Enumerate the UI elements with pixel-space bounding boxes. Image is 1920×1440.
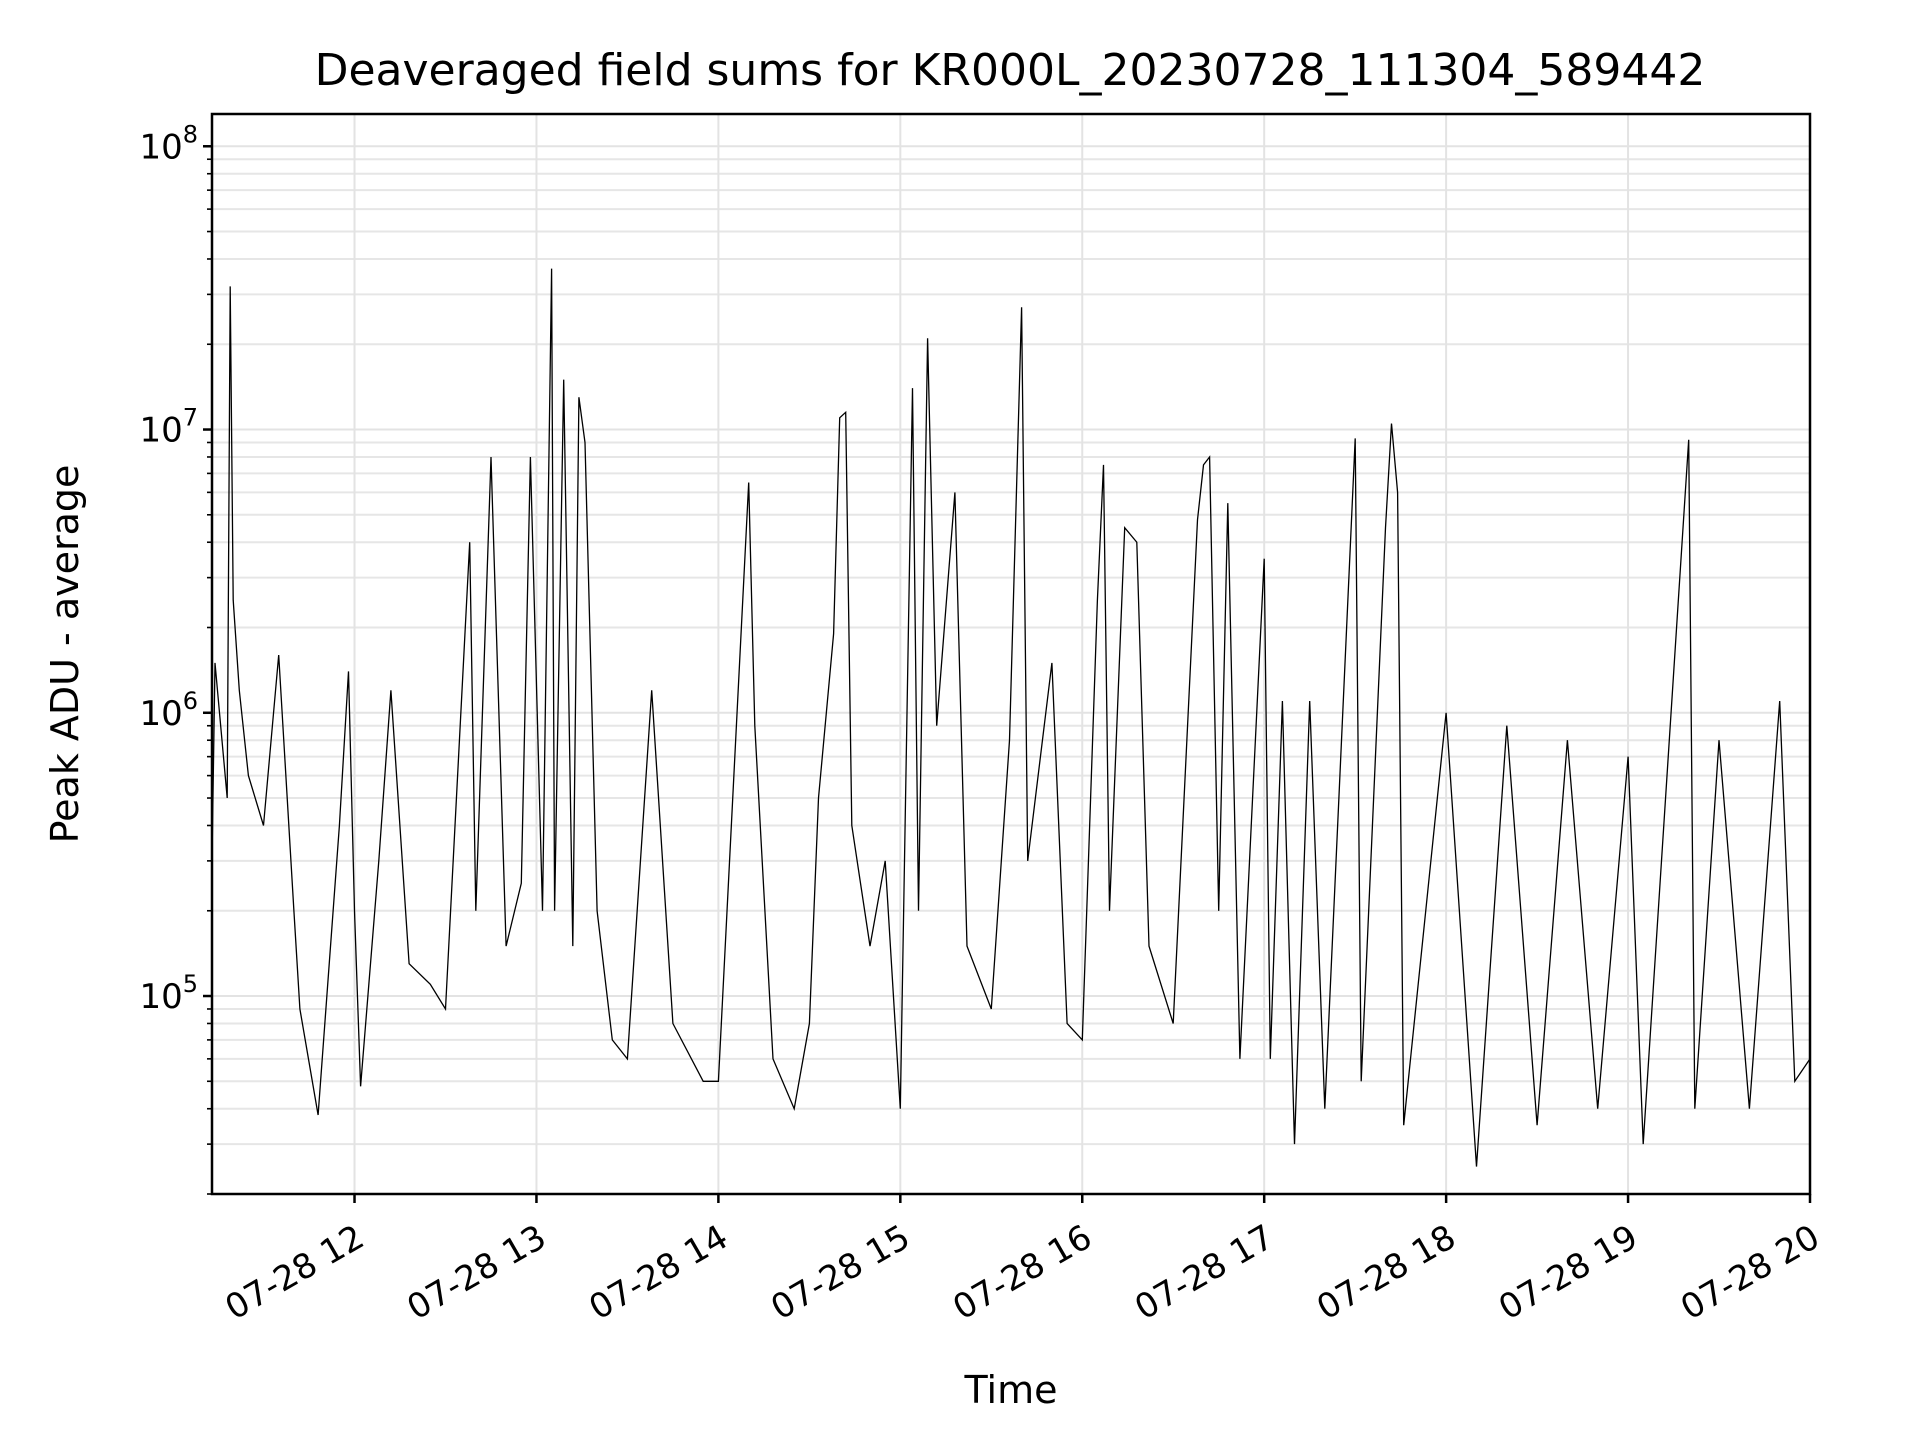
y-tick-exponent: 7 bbox=[183, 404, 198, 432]
y-tick-exponent: 6 bbox=[183, 687, 198, 715]
plot-frame bbox=[210, 112, 1812, 1196]
y-axis-label: Peak ADU - average bbox=[43, 465, 87, 844]
y-tick-exponent: 5 bbox=[183, 970, 198, 998]
x-axis-label: Time bbox=[964, 1368, 1058, 1412]
y-tick-exponent: 8 bbox=[183, 120, 198, 148]
y-tick-base: 10 bbox=[139, 977, 182, 1017]
y-tick-label: 107 bbox=[139, 404, 198, 451]
series-line bbox=[211, 268, 1811, 1167]
y-tick-base: 10 bbox=[139, 411, 182, 451]
y-tick-label: 105 bbox=[139, 970, 198, 1017]
y-tick-label: 106 bbox=[139, 687, 198, 734]
y-tick-base: 10 bbox=[139, 127, 182, 167]
chart-title: Deaveraged field sums for KR000L_2023072… bbox=[315, 45, 1706, 96]
y-tick-base: 10 bbox=[139, 694, 182, 734]
y-tick-label: 108 bbox=[139, 120, 198, 167]
